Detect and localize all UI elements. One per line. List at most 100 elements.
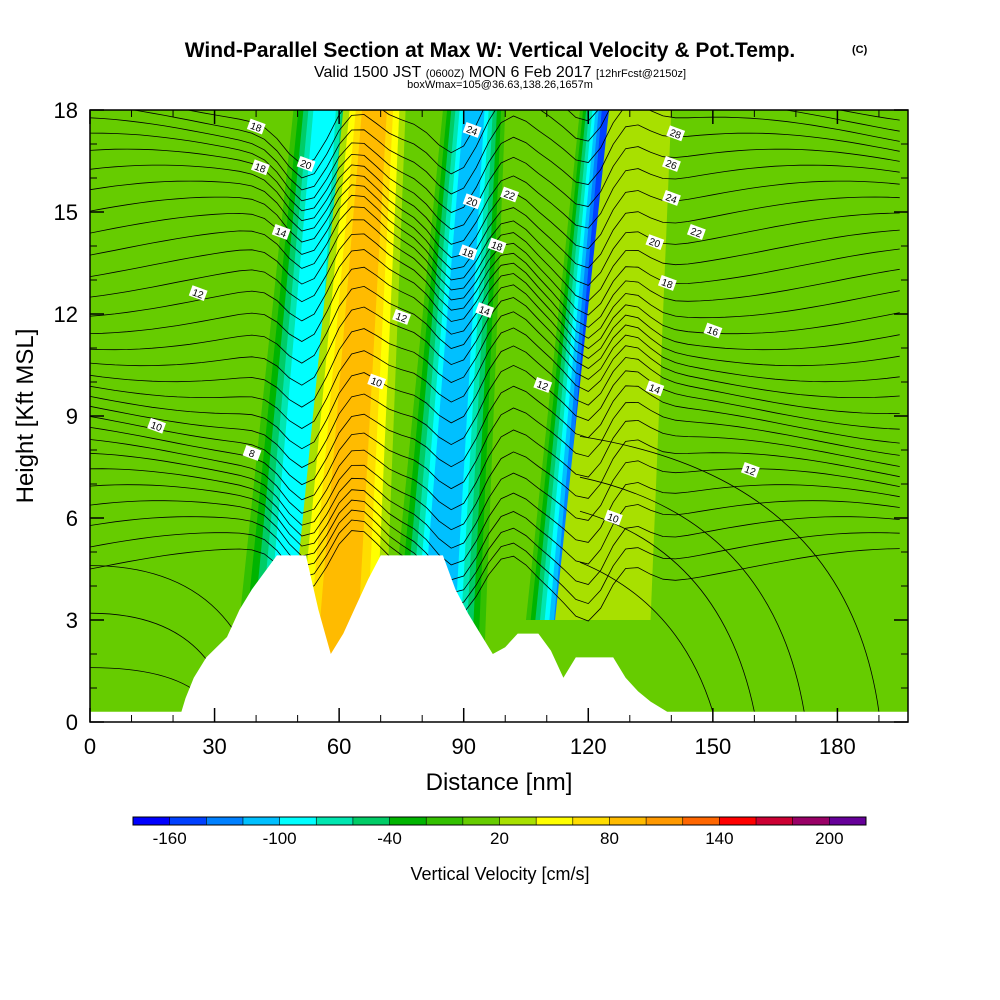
y-tick-label: 9 bbox=[66, 404, 78, 429]
copyright-mark: (C) bbox=[852, 44, 868, 56]
contour-label: 12 bbox=[740, 462, 760, 479]
contour-label: 10 bbox=[147, 417, 166, 434]
forecast-info: [12hrFcst@2150z] bbox=[596, 68, 686, 80]
y-tick-label: 0 bbox=[66, 710, 78, 735]
svg-text:22: 22 bbox=[502, 189, 517, 203]
contour-label: 26 bbox=[662, 156, 681, 173]
updraft-band-2 bbox=[555, 110, 672, 620]
isentrope-line bbox=[90, 146, 900, 230]
isentrope-line bbox=[90, 219, 900, 316]
colorbar-swatch bbox=[389, 817, 427, 825]
isentrope-line bbox=[90, 124, 900, 213]
svg-text:12: 12 bbox=[535, 379, 550, 393]
x-tick-label: 150 bbox=[694, 734, 731, 759]
contour-label: 14 bbox=[271, 224, 291, 241]
colorbar-tick-label: 200 bbox=[815, 829, 843, 848]
svg-text:12: 12 bbox=[394, 311, 409, 325]
colorbar-swatch bbox=[792, 817, 830, 825]
isentrope-line bbox=[90, 482, 900, 566]
contour-label: 24 bbox=[662, 190, 681, 207]
isentrope-line bbox=[90, 184, 900, 270]
isentrope-line bbox=[90, 419, 900, 514]
svg-text:20: 20 bbox=[298, 158, 313, 172]
y-tick-label: 3 bbox=[66, 608, 78, 633]
colorbar-tick-label: 80 bbox=[600, 829, 619, 848]
isentrope-line bbox=[90, 499, 900, 581]
svg-text:28: 28 bbox=[668, 128, 683, 142]
contour-label: 28 bbox=[666, 125, 686, 142]
x-tick-label: 30 bbox=[202, 734, 226, 759]
contour-label: 12 bbox=[188, 285, 208, 302]
y-tick-label: 15 bbox=[54, 200, 78, 225]
isentrope-line bbox=[131, 110, 900, 179]
isentrope-line bbox=[579, 436, 880, 712]
isentrope-line bbox=[90, 364, 900, 468]
svg-text:12: 12 bbox=[743, 464, 758, 478]
valid-utc: (0600Z) bbox=[426, 68, 465, 80]
terrain-mask bbox=[90, 555, 908, 722]
isentrope-line bbox=[90, 233, 900, 328]
svg-text:8: 8 bbox=[247, 448, 256, 460]
colorbar-swatch bbox=[572, 817, 610, 825]
contour-label: 10 bbox=[603, 509, 623, 526]
contour-label: 22 bbox=[686, 224, 706, 241]
svg-text:14: 14 bbox=[647, 383, 662, 397]
svg-text:18: 18 bbox=[460, 247, 475, 261]
contour-label: 14 bbox=[475, 302, 495, 319]
colorbar-swatch bbox=[646, 817, 683, 825]
svg-text:10: 10 bbox=[369, 376, 384, 390]
x-tick-label: 180 bbox=[819, 734, 856, 759]
x-tick-label: 90 bbox=[451, 734, 475, 759]
x-tick-label: 120 bbox=[570, 734, 607, 759]
colorbar-swatch bbox=[499, 817, 537, 825]
colorbar-swatch bbox=[719, 817, 757, 825]
box-wmax-line: boxWmax=105@36.63,138.26,1657m bbox=[407, 79, 593, 91]
x-tick-label: 0 bbox=[84, 734, 96, 759]
colorbar-tick-label: 140 bbox=[705, 829, 733, 848]
contour-label: 12 bbox=[392, 309, 411, 326]
isentrope-line bbox=[90, 439, 900, 531]
contour-label: 22 bbox=[500, 186, 519, 203]
contour-label: 16 bbox=[703, 322, 723, 339]
colorbar-tick-label: 20 bbox=[490, 829, 509, 848]
svg-text:22: 22 bbox=[689, 226, 704, 240]
colorbar-swatch bbox=[279, 817, 317, 825]
contour-label: 18 bbox=[657, 275, 677, 292]
isentrope-line bbox=[90, 284, 900, 364]
valid-date: MON 6 Feb 2017 bbox=[469, 64, 592, 81]
y-axis-label: Height [Kft MSL] bbox=[12, 329, 39, 504]
isentrope-line bbox=[90, 164, 900, 245]
svg-text:18: 18 bbox=[660, 277, 675, 291]
colorbar-label: Vertical Velocity [cm/s] bbox=[410, 864, 589, 884]
colorbar-swatch bbox=[682, 817, 720, 825]
svg-text:24: 24 bbox=[664, 192, 679, 206]
colorbar-tick-label: -160 bbox=[153, 829, 187, 848]
isentrope-line bbox=[90, 530, 900, 622]
colorbar-swatch bbox=[829, 817, 866, 825]
contour-label: 20 bbox=[296, 156, 316, 173]
isentrope-line bbox=[90, 297, 900, 386]
downdraft-band-0 bbox=[269, 110, 336, 620]
colorbar-swatch bbox=[316, 817, 353, 825]
svg-text:24: 24 bbox=[465, 124, 480, 138]
chart-title: Wind-Parallel Section at Max W: Vertical… bbox=[185, 39, 796, 62]
axes-ticks: 0 30 60 90 120 150 180 0 3 6 9 12 15 18 bbox=[54, 98, 908, 759]
svg-text:10: 10 bbox=[149, 420, 164, 434]
contour-label: 18 bbox=[246, 118, 266, 135]
colorbar-swatch bbox=[169, 817, 207, 825]
isentrope-line bbox=[90, 460, 900, 549]
isentrope-line bbox=[90, 385, 900, 486]
isentrope-line bbox=[186, 110, 900, 165]
svg-text:18: 18 bbox=[253, 162, 268, 176]
valid-time-line: Valid 1500 JST (0600Z) MON 6 Feb 2017 [1… bbox=[314, 64, 686, 81]
colorbar-tick-label: -40 bbox=[377, 829, 402, 848]
x-axis-label: Distance [nm] bbox=[426, 769, 573, 796]
y-tick-label: 6 bbox=[66, 506, 78, 531]
svg-text:18: 18 bbox=[489, 240, 504, 254]
contour-label: 18 bbox=[458, 244, 478, 261]
contour-label: 8 bbox=[242, 445, 262, 461]
svg-text:26: 26 bbox=[664, 158, 679, 172]
contour-label: 10 bbox=[367, 373, 387, 390]
colorbar-swatch bbox=[242, 817, 280, 825]
contour-label: 20 bbox=[462, 193, 482, 210]
